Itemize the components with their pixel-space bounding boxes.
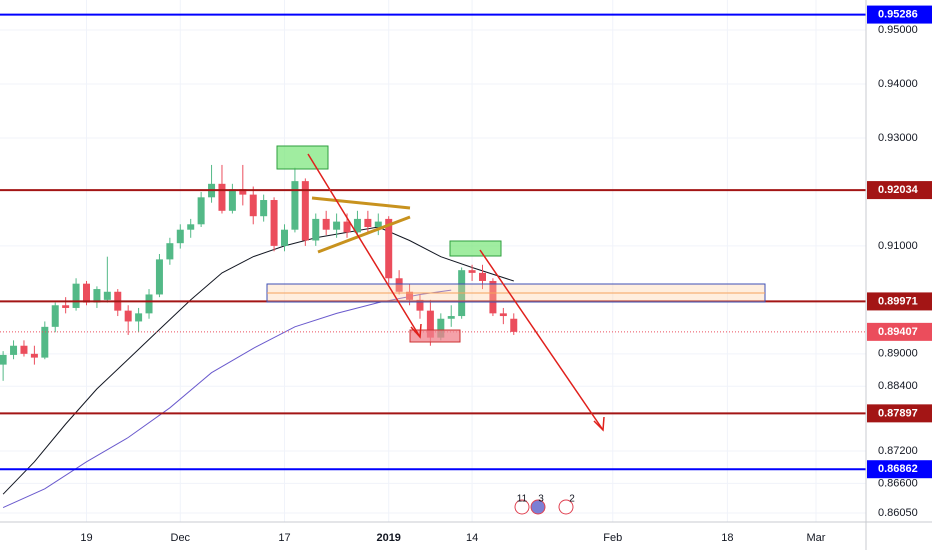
arrow xyxy=(479,249,604,431)
candle-body xyxy=(135,313,143,322)
candle-body xyxy=(124,310,132,322)
level-label-bg xyxy=(867,460,932,479)
candle-body xyxy=(426,310,434,338)
candle-body xyxy=(301,181,309,241)
candle-body xyxy=(187,224,195,230)
y-tick-label: 0.87200 xyxy=(878,445,918,457)
candle-body xyxy=(479,272,487,281)
x-tick-label: Feb xyxy=(603,532,622,544)
moving-average xyxy=(2,226,514,495)
event-icon[interactable] xyxy=(514,499,530,515)
x-tick-label: Dec xyxy=(171,532,191,544)
candle-body xyxy=(30,353,38,358)
candle-body xyxy=(322,218,330,230)
candle-body xyxy=(176,229,184,244)
candle-body xyxy=(10,345,18,355)
candle-body xyxy=(406,291,414,300)
x-tick-label: 18 xyxy=(721,532,733,544)
candle-body xyxy=(374,221,382,227)
candle-body xyxy=(364,218,372,227)
candle-body xyxy=(343,221,351,233)
triangle-line xyxy=(311,196,411,210)
candle-body xyxy=(155,259,163,295)
candle-body xyxy=(93,289,101,303)
level-label: 0.95286 xyxy=(878,8,918,20)
y-tick-label: 0.95000 xyxy=(878,24,918,36)
level-label: 0.89971 xyxy=(878,295,918,307)
x-tick-label: Mar xyxy=(807,532,826,544)
event-icon[interactable] xyxy=(558,499,574,515)
candle-body xyxy=(41,326,49,358)
y-tick-label: 0.93000 xyxy=(878,132,918,144)
event-count: 11 xyxy=(517,494,528,505)
candle-body xyxy=(280,229,288,246)
candle-body xyxy=(0,354,7,365)
candle-body xyxy=(395,278,403,292)
y-tick-label: 0.86600 xyxy=(878,477,918,489)
level-label-bg xyxy=(867,5,932,24)
candle-body xyxy=(197,197,205,225)
candle-body xyxy=(103,291,111,300)
candle-body xyxy=(249,194,257,217)
candle-body xyxy=(499,313,507,317)
y-tick-label: 0.94000 xyxy=(878,78,918,90)
y-tick-label: 0.91000 xyxy=(878,240,918,252)
candle-body xyxy=(312,218,320,241)
level-label: 0.92034 xyxy=(878,184,919,196)
candle-body xyxy=(228,189,236,211)
candle-body xyxy=(333,221,341,230)
y-tick-label: 0.88400 xyxy=(878,380,918,392)
candle-body xyxy=(72,283,80,308)
arrow-head xyxy=(410,323,422,339)
candle-body xyxy=(510,318,518,332)
event-count: 3 xyxy=(538,494,544,505)
y-tick-label: 0.89000 xyxy=(878,348,918,360)
candle-body xyxy=(166,243,174,260)
event-count: 2 xyxy=(569,494,575,505)
highlight-box xyxy=(449,240,502,257)
triangle-line xyxy=(317,215,411,254)
candle-body xyxy=(385,218,393,279)
candle-body xyxy=(62,305,70,308)
candle-body xyxy=(489,280,497,314)
candle-body xyxy=(447,316,455,319)
event-icon[interactable] xyxy=(530,499,546,515)
x-tick-label: 17 xyxy=(278,532,290,544)
candle-body xyxy=(270,200,278,246)
level-label: 0.87897 xyxy=(878,407,918,419)
candle-body xyxy=(437,318,445,338)
x-tick-label: 14 xyxy=(466,532,478,544)
events: 11 3 2 xyxy=(514,494,575,515)
candle-body xyxy=(20,345,28,354)
drawings xyxy=(266,145,766,432)
candle-body xyxy=(416,299,424,311)
highlight-box xyxy=(276,145,329,170)
last-price-bg xyxy=(867,322,932,341)
level-label-bg xyxy=(867,181,932,200)
candle-body xyxy=(353,218,361,233)
candle-body xyxy=(218,183,226,211)
candle-body xyxy=(468,270,476,273)
arrow xyxy=(307,153,421,338)
x-tick-label: 2019 xyxy=(376,532,400,544)
arrow-head xyxy=(593,416,605,432)
y-tick-label: 0.86050 xyxy=(878,507,918,519)
level-label-bg xyxy=(867,292,932,311)
candle-body xyxy=(239,189,247,195)
highlight-box xyxy=(409,329,461,343)
candle-body xyxy=(145,294,153,314)
candle-body xyxy=(51,305,59,327)
last-price-label: 0.89407 xyxy=(878,326,918,338)
candle-body xyxy=(291,181,299,230)
candle-body xyxy=(82,283,90,303)
x-tick-label: 19 xyxy=(80,532,92,544)
candle-body xyxy=(260,200,268,217)
level-label: 0.86862 xyxy=(878,463,918,475)
level-label-bg xyxy=(867,404,932,423)
